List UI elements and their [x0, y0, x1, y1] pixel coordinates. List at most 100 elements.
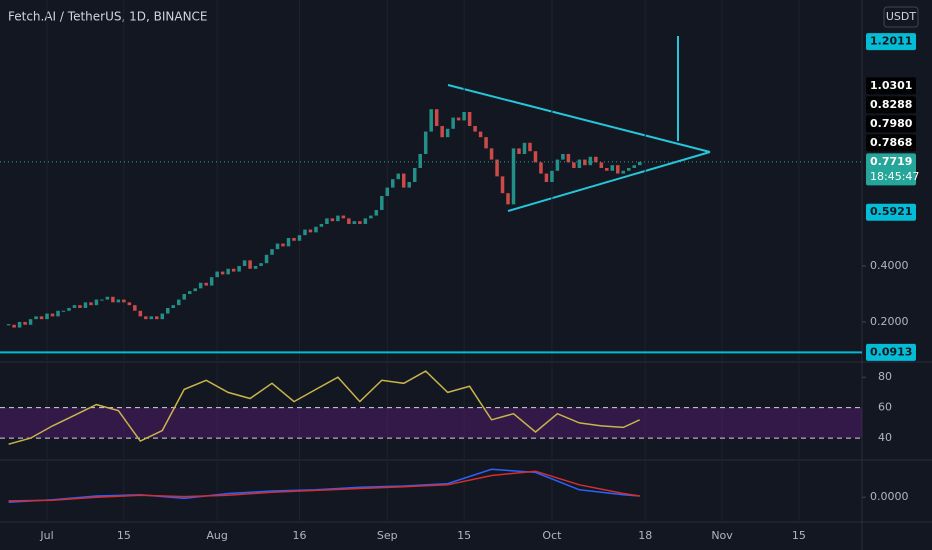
candle — [369, 215, 373, 219]
price-label-box — [866, 96, 916, 114]
countdown: 18:45:47 — [870, 170, 919, 183]
trendline — [447, 84, 711, 153]
candle — [363, 218, 368, 224]
candle — [423, 131, 428, 154]
candle — [407, 181, 411, 188]
candle — [610, 165, 615, 171]
candle — [616, 165, 620, 174]
candle — [83, 302, 88, 308]
candle — [314, 226, 318, 233]
candle — [429, 109, 433, 132]
candle — [374, 209, 379, 216]
candle — [500, 176, 505, 194]
x-tick-label: 16 — [292, 529, 306, 542]
currency-box[interactable] — [883, 6, 919, 28]
candle — [111, 296, 115, 303]
candle — [160, 313, 165, 320]
candle — [506, 193, 510, 205]
candle — [237, 265, 241, 272]
candle — [303, 229, 307, 236]
candle — [297, 235, 302, 241]
price-label: 0.8288 — [870, 98, 912, 111]
candle — [23, 321, 27, 325]
x-tick-label: Sep — [377, 529, 398, 542]
currency[interactable]: USDT — [886, 10, 917, 23]
candle — [577, 159, 582, 168]
candle — [396, 173, 401, 180]
candle — [325, 218, 329, 224]
candle — [270, 249, 274, 255]
candle — [116, 299, 121, 303]
candle — [319, 223, 324, 227]
candle — [215, 271, 219, 278]
price-label: 0.7868 — [870, 136, 912, 149]
candle — [467, 111, 472, 126]
candle — [539, 162, 543, 174]
candle — [358, 221, 362, 224]
candle — [89, 302, 93, 306]
candle — [193, 288, 197, 292]
price-label-box — [866, 343, 916, 361]
macd-line — [8, 468, 640, 503]
x-tick-label: Nov — [711, 529, 733, 542]
candle — [138, 310, 143, 317]
price-label-box — [866, 134, 916, 152]
price-label: 1.0301 — [870, 79, 912, 92]
candle — [489, 148, 494, 160]
price-label: 0.7980 — [870, 117, 913, 130]
x-tick-label: 15 — [792, 529, 806, 542]
candle — [380, 195, 384, 210]
x-tick-label: Aug — [206, 529, 227, 542]
candle — [456, 117, 461, 121]
price-label: 0.5921 — [870, 205, 912, 218]
candle — [198, 282, 203, 289]
candle — [105, 296, 110, 300]
candle — [78, 305, 82, 308]
candle — [144, 316, 148, 320]
candle — [434, 109, 439, 126]
candle — [330, 218, 335, 222]
candle — [572, 162, 576, 168]
chart-title: Fetch.AI / TetherUS, 1D, BINANCE — [8, 10, 208, 24]
candle — [61, 310, 66, 312]
candle — [522, 142, 527, 154]
rsi-tick-label: 40 — [878, 431, 892, 444]
candle — [34, 316, 38, 320]
candle — [133, 305, 137, 311]
candle — [166, 307, 170, 314]
candle — [528, 142, 532, 152]
candle — [385, 187, 390, 196]
candle — [6, 324, 11, 326]
candle — [352, 221, 357, 224]
candle — [39, 316, 44, 320]
candle — [12, 324, 16, 328]
x-tick-label: 15 — [117, 529, 131, 542]
candle — [473, 125, 477, 132]
candle — [204, 282, 208, 286]
candle — [67, 307, 71, 311]
x-tick-label: 18 — [638, 529, 652, 542]
candle — [182, 293, 186, 300]
candle — [308, 229, 313, 233]
candle — [391, 179, 395, 188]
candle — [231, 268, 236, 272]
candle — [176, 299, 181, 306]
candle — [555, 159, 560, 171]
candle — [561, 153, 565, 160]
x-tick-label: 15 — [457, 529, 471, 542]
candle — [56, 310, 60, 317]
candle — [412, 167, 417, 182]
candle — [341, 215, 346, 219]
candle — [281, 243, 285, 247]
rsi-tick-label: 80 — [878, 370, 892, 383]
candle — [171, 305, 176, 308]
candle — [533, 151, 538, 163]
macd-tick-label: 0.0000 — [870, 490, 909, 503]
candle — [588, 156, 593, 166]
price-label: 0.0913 — [870, 345, 912, 358]
y-tick-label: 0.2000 — [870, 315, 909, 328]
price-label-box — [866, 77, 916, 95]
candle — [127, 302, 132, 306]
